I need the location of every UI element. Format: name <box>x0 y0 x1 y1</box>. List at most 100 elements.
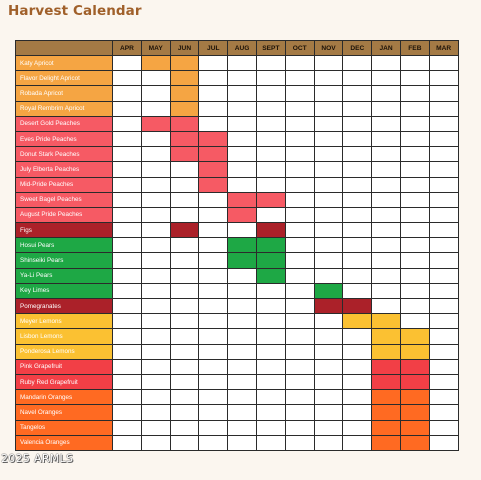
harvest-cell-empty <box>255 358 286 375</box>
table-row: Sweet Bagel Peaches <box>15 191 459 208</box>
harvest-cell-empty <box>227 434 257 451</box>
harvest-cell-empty <box>342 54 373 72</box>
harvest-cell-empty <box>227 389 257 406</box>
table-row: Desert Gold Peaches <box>15 115 459 132</box>
harvest-cell-empty <box>399 100 430 117</box>
harvest-cell-filled <box>399 389 430 406</box>
harvest-cell-empty <box>284 297 315 315</box>
harvest-cell-empty <box>198 328 229 345</box>
month-header-sept: SEPT <box>255 40 286 56</box>
harvest-cell-empty <box>342 206 373 224</box>
harvest-cell-empty <box>112 146 142 163</box>
harvest-cell-filled <box>371 358 401 375</box>
harvest-cell-empty <box>428 252 459 269</box>
harvest-cell-empty <box>342 130 373 148</box>
fruit-label: Robada Apricot <box>15 85 113 102</box>
harvest-cell-empty <box>112 191 142 208</box>
harvest-cell-filled <box>399 373 430 391</box>
table-row: Ponderosa Lemons <box>15 343 459 360</box>
harvest-cell-empty <box>227 130 257 148</box>
harvest-cell-empty <box>198 297 229 315</box>
harvest-cell-empty <box>227 70 257 87</box>
harvest-cell-empty <box>371 222 401 239</box>
harvest-cell-empty <box>313 358 344 375</box>
harvest-cell-empty <box>140 206 171 224</box>
harvest-cell-empty <box>371 100 401 117</box>
fruit-label: July Elberta Peaches <box>15 161 113 178</box>
harvest-cell-empty <box>169 282 200 300</box>
table-row: Key Limes <box>15 282 459 300</box>
harvest-cell-empty <box>313 146 344 163</box>
harvest-cell-empty <box>399 237 430 254</box>
harvest-cell-empty <box>227 343 257 360</box>
harvest-cell-empty <box>399 313 430 330</box>
harvest-cell-empty <box>112 54 142 72</box>
harvest-cell-empty <box>255 313 286 330</box>
table-row: Ruby Red Grapefruit <box>15 373 459 391</box>
harvest-cell-empty <box>227 100 257 117</box>
table-row: Donut Stark Peaches <box>15 146 459 163</box>
table-row: Shinseiki Pears <box>15 252 459 269</box>
harvest-cell-empty <box>169 328 200 345</box>
fruit-label: Hosui Pears <box>15 237 113 254</box>
harvest-cell-empty <box>227 313 257 330</box>
table-row: Valencia Oranges <box>15 434 459 451</box>
harvest-cell-filled <box>313 297 344 315</box>
harvest-cell-empty <box>112 70 142 87</box>
month-header-aug: AUG <box>227 40 257 56</box>
harvest-cell-filled <box>342 297 373 315</box>
harvest-cell-empty <box>284 419 315 436</box>
harvest-cell-empty <box>140 191 171 208</box>
table-row: Tangelos <box>15 419 459 436</box>
harvest-cell-empty <box>255 70 286 87</box>
harvest-cell-empty <box>169 191 200 208</box>
month-header-nov: NOV <box>313 40 344 56</box>
harvest-cell-empty <box>284 191 315 208</box>
fruit-label: Mid-Pride Peaches <box>15 176 113 193</box>
harvest-cell-empty <box>169 373 200 391</box>
harvest-cell-empty <box>399 161 430 178</box>
harvest-cell-empty <box>284 434 315 451</box>
harvest-cell-filled <box>255 252 286 269</box>
harvest-cell-empty <box>112 130 142 148</box>
harvest-cell-empty <box>313 419 344 436</box>
harvest-cell-empty <box>284 146 315 163</box>
harvest-cell-empty <box>371 161 401 178</box>
harvest-cell-empty <box>342 328 373 345</box>
month-header-row: APR MAY JUN JUL AUG SEPT OCT NOV DEC JAN FEB MAR <box>15 40 459 56</box>
harvest-calendar-table: APR MAY JUN JUL AUG SEPT OCT NOV DEC JAN FEB MAR Ka… <box>15 40 459 451</box>
harvest-cell-empty <box>428 54 459 72</box>
harvest-cell-empty <box>140 389 171 406</box>
table-row: Mid-Pride Peaches <box>15 176 459 193</box>
harvest-cell-filled <box>371 389 401 406</box>
harvest-cell-empty <box>284 176 315 193</box>
harvest-cell-empty <box>284 404 315 421</box>
harvest-cell-empty <box>371 297 401 315</box>
table-row: Pomegranates <box>15 297 459 315</box>
harvest-cell-empty <box>428 161 459 178</box>
table-row: Meyer Lemons <box>15 313 459 330</box>
harvest-cell-empty <box>140 222 171 239</box>
harvest-cell-empty <box>255 373 286 391</box>
harvest-cell-empty <box>313 328 344 345</box>
harvest-cell-empty <box>428 85 459 102</box>
harvest-cell-filled <box>399 404 430 421</box>
harvest-cell-empty <box>313 130 344 148</box>
harvest-cell-empty <box>140 434 171 451</box>
harvest-cell-empty <box>140 404 171 421</box>
harvest-cell-filled <box>371 313 401 330</box>
harvest-cell-empty <box>342 404 373 421</box>
harvest-cell-empty <box>255 146 286 163</box>
month-header-dec: DEC <box>342 40 373 56</box>
fruit-label: Sweet Bagel Peaches <box>15 191 113 208</box>
harvest-cell-filled <box>371 419 401 436</box>
harvest-cell-empty <box>112 419 142 436</box>
fruit-label: Key Limes <box>15 282 113 300</box>
harvest-cell-empty <box>255 176 286 193</box>
harvest-cell-filled <box>140 115 171 132</box>
harvest-cell-empty <box>198 100 229 117</box>
harvest-cell-empty <box>198 313 229 330</box>
harvest-cell-empty <box>284 54 315 72</box>
harvest-cell-empty <box>255 282 286 300</box>
harvest-cell-empty <box>198 404 229 421</box>
